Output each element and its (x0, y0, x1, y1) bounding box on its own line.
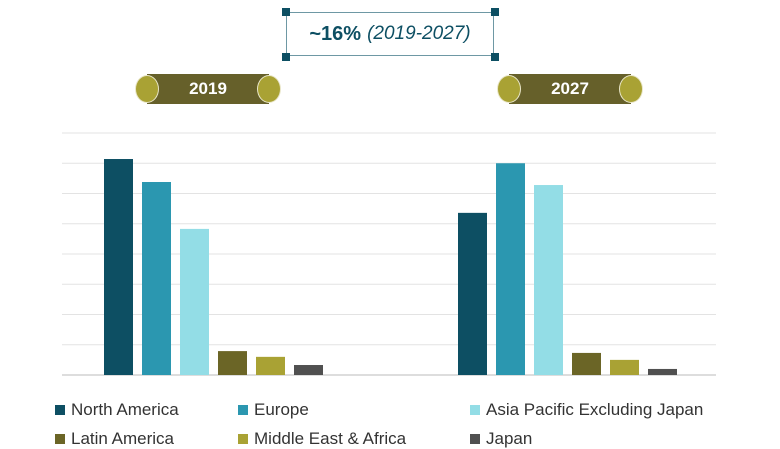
category-label: 2027 (509, 74, 631, 104)
bar-2027-japan (648, 368, 677, 375)
legend-item: Japan (470, 429, 532, 449)
legend-label: Latin America (71, 429, 174, 448)
legend-label: Middle East & Africa (254, 429, 407, 448)
year-label-2027: 2027 (497, 73, 643, 105)
legend-item: North America (55, 400, 179, 420)
bar-chart (62, 132, 716, 376)
legend-swatch (238, 405, 248, 415)
legend-item: Europe (238, 400, 309, 420)
legend-item: Asia Pacific Excluding Japan (470, 400, 703, 420)
bar-2019-middle-east-africa (256, 356, 285, 375)
year-label-2019: 2019 (135, 73, 281, 105)
legend-swatch (55, 434, 65, 444)
bar-2019-north-america (104, 159, 133, 375)
cagr-period: (2019-2027) (367, 23, 471, 44)
bar-2027-asia-pacific-excluding-japan (534, 185, 563, 375)
cagr-box: ~16% (2019-2027) (286, 12, 494, 56)
legend-label: Asia Pacific Excluding Japan (486, 400, 704, 419)
corner-handle (282, 8, 290, 16)
bar-2019-latin-america (218, 351, 247, 375)
bar-2019-japan (294, 365, 323, 375)
bar-2027-north-america (458, 212, 487, 375)
pill-cap (257, 75, 281, 103)
legend-label: North America (71, 400, 179, 419)
legend-item: Middle East & Africa (238, 429, 406, 449)
legend-swatch (470, 434, 480, 444)
corner-handle (491, 53, 499, 61)
corner-handle (282, 53, 290, 61)
pill-cap (619, 75, 643, 103)
bar-2027-europe (496, 163, 525, 375)
legend-swatch (238, 434, 248, 444)
bar-2019-europe (142, 182, 171, 375)
bar-2019-asia-pacific-excluding-japan (180, 228, 209, 375)
cagr-value: ~16% (309, 22, 362, 45)
corner-handle (491, 8, 499, 16)
legend-item: Latin America (55, 429, 174, 449)
pill-cap (135, 75, 159, 103)
category-label: 2019 (147, 74, 269, 104)
bar-2027-latin-america (572, 352, 601, 375)
legend-label: Europe (254, 400, 309, 419)
bar-2027-middle-east-africa (610, 359, 639, 375)
pill-cap (497, 75, 521, 103)
legend-swatch (470, 405, 480, 415)
legend-swatch (55, 405, 65, 415)
legend-label: Japan (486, 429, 533, 448)
